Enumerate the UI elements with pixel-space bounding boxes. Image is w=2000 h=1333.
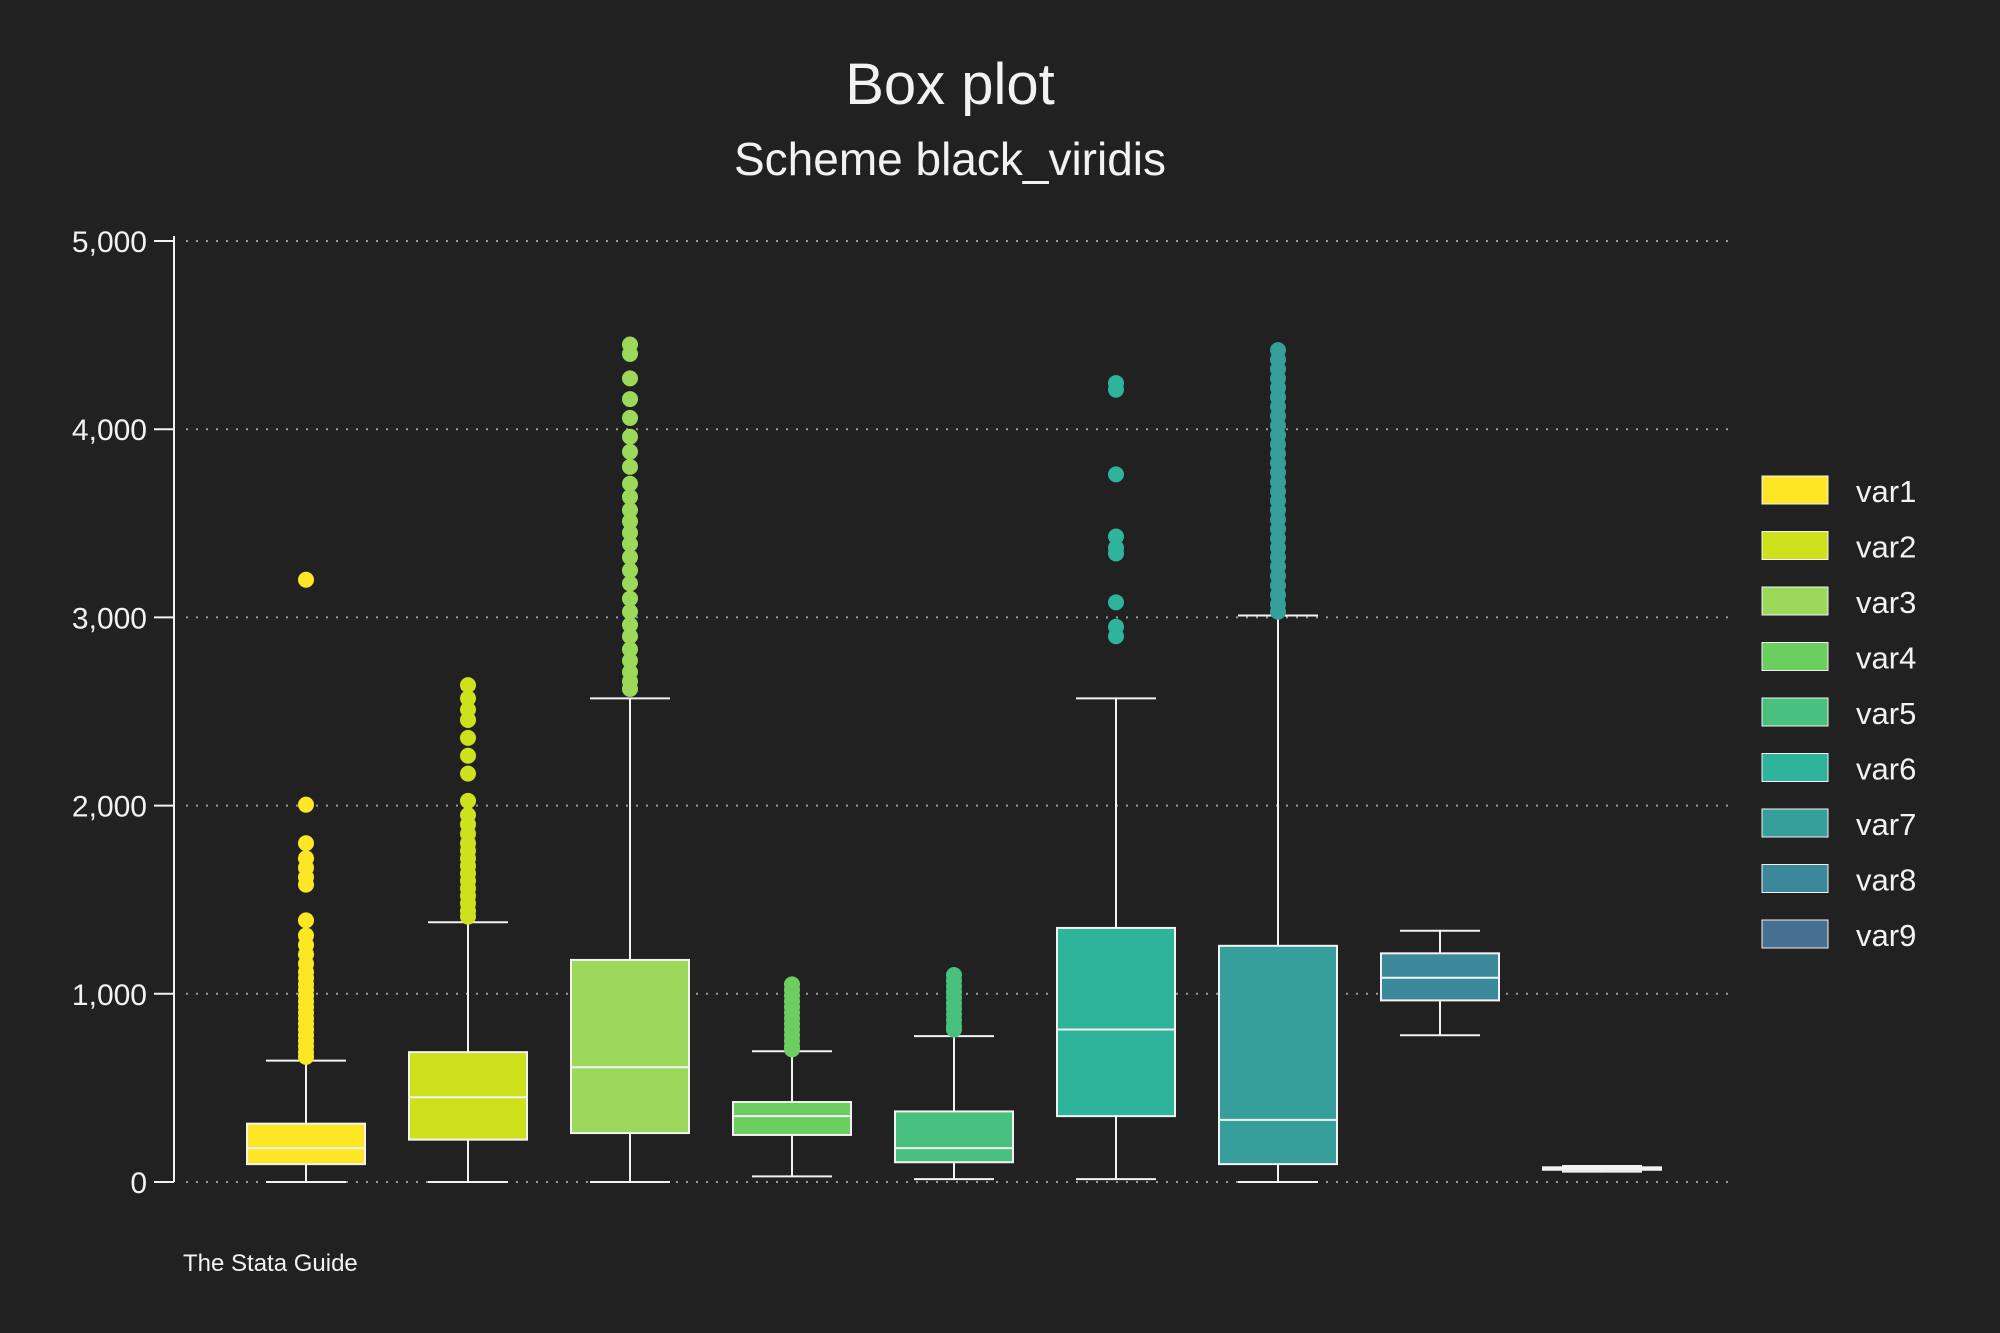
chart-title: Box plot	[845, 52, 1055, 117]
y-tick-label-0: 0	[130, 1167, 147, 1200]
legend-label-var7: var7	[1856, 807, 1916, 842]
legend-swatch-var8	[1761, 864, 1829, 893]
box-var3	[570, 336, 690, 1183]
var6-outlier-8	[1108, 628, 1124, 645]
var3-outlier-9	[622, 488, 638, 505]
var1-outlier-0	[298, 571, 314, 588]
y-tick-label-3000: 3,000	[72, 602, 147, 635]
box-var1	[246, 571, 366, 1183]
legend-swatch-var3	[1761, 586, 1829, 616]
var3-outlier-1	[622, 345, 638, 362]
chart-subtitle: Scheme black_viridis	[734, 133, 1166, 185]
var3-outlier-4	[622, 409, 638, 426]
legend-label-var4: var4	[1856, 641, 1916, 676]
var2-outlier-3	[460, 711, 476, 728]
var3-outlier-10	[622, 502, 638, 519]
var6-outlier-5	[1108, 545, 1124, 562]
var6-outlier-2	[1108, 466, 1124, 483]
var1-iqr-box	[246, 1122, 366, 1166]
var1-outlier-27	[298, 1048, 314, 1065]
var1-outlier-7	[298, 912, 314, 929]
var2-outlier-21	[460, 908, 476, 925]
var2-outlier-5	[460, 747, 476, 764]
y-tick-label-1000: 1,000	[72, 979, 147, 1012]
var4-iqr-box	[732, 1101, 852, 1136]
box-var8	[1380, 929, 1500, 1037]
legend-swatch-var9	[1761, 919, 1829, 949]
box-var9	[1542, 1165, 1662, 1173]
box-var5	[894, 966, 1014, 1181]
var2-outlier-1	[460, 690, 476, 707]
var3-outlier-18	[622, 603, 638, 620]
var6-iqr-box	[1056, 926, 1176, 1118]
var6-outlier-3	[1108, 528, 1124, 545]
var2-outlier-7	[460, 792, 476, 809]
var3-outlier-20	[622, 628, 638, 645]
box-series	[246, 336, 1662, 1183]
var3-outlier-17	[622, 590, 638, 607]
legend: var1 var2 var3 var4 var5 var6 var7 var8 var9	[1761, 474, 1916, 953]
var4-outlier-12	[784, 1041, 800, 1058]
var3-outlier-14	[622, 549, 638, 566]
var1-outlier-2	[298, 835, 314, 852]
legend-label-var8: var8	[1856, 863, 1916, 898]
var3-outlier-25	[622, 680, 638, 697]
var3-outlier-5	[622, 428, 638, 445]
var7-outlier-28	[1270, 603, 1286, 620]
var5-iqr-box	[894, 1110, 1014, 1164]
legend-swatch-var1	[1761, 475, 1829, 505]
var3-outlier-11	[622, 513, 638, 530]
var3-outlier-16	[622, 575, 638, 592]
var1-outlier-1	[298, 796, 314, 813]
legend-label-var5: var5	[1856, 696, 1916, 731]
var3-outlier-22	[622, 652, 638, 669]
var3-outlier-21	[622, 641, 638, 658]
var3-outlier-19	[622, 616, 638, 633]
legend-label-var9: var9	[1856, 918, 1916, 953]
var6-outlier-6	[1108, 594, 1124, 611]
y-axis-ticks: 0 1,000 2,000 3,000 4,000 5,000	[72, 226, 174, 1200]
var3-outlier-15	[622, 562, 638, 579]
legend-swatch-var2	[1761, 531, 1829, 560]
chart-note: The Stata Guide	[183, 1250, 358, 1277]
var2-outlier-6	[460, 765, 476, 782]
y-tick-label-2000: 2,000	[72, 791, 147, 824]
var2-outlier-0	[460, 677, 476, 694]
y-tick-label-5000: 5,000	[72, 226, 147, 259]
var5-outlier-10	[946, 1021, 962, 1038]
legend-label-var1: var1	[1856, 474, 1916, 509]
box-var6	[1056, 375, 1176, 1181]
var3-outlier-12	[622, 524, 638, 541]
legend-swatch-var5	[1761, 697, 1829, 727]
var6-outlier-1	[1108, 381, 1124, 398]
legend-label-var3: var3	[1856, 585, 1916, 620]
box-var2	[408, 677, 528, 1183]
legend-label-var2: var2	[1856, 530, 1916, 565]
var3-outlier-7	[622, 458, 638, 475]
var3-outlier-6	[622, 443, 638, 460]
box-var4	[732, 976, 852, 1178]
var3-outlier-8	[622, 475, 638, 492]
box-var7	[1218, 342, 1338, 1183]
var2-iqr-box	[408, 1051, 528, 1141]
legend-swatch-var4	[1761, 642, 1829, 671]
var3-outlier-2	[622, 370, 638, 387]
y-tick-label-4000: 4,000	[72, 414, 147, 447]
var1-outlier-6	[298, 876, 314, 893]
var3-iqr-box	[570, 958, 690, 1135]
legend-swatch-var7	[1761, 808, 1829, 838]
var7-iqr-box	[1218, 944, 1338, 1166]
legend-label-var6: var6	[1856, 752, 1916, 787]
var3-outlier-13	[622, 536, 638, 553]
var2-outlier-4	[460, 729, 476, 746]
legend-swatch-var6	[1761, 753, 1829, 782]
var3-outlier-3	[622, 391, 638, 408]
